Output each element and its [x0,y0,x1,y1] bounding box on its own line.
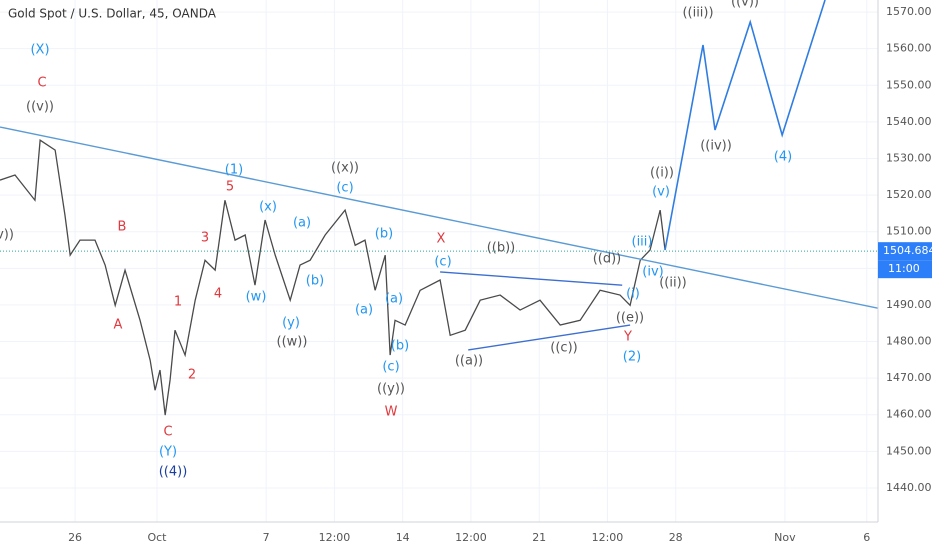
y-tick-label: 1460.00 [886,408,932,421]
x-tick-label: 28 [669,531,683,544]
wave-label: ((d)) [593,252,622,267]
wave-label: 4 [214,287,222,302]
wave-label: (X) [30,43,49,58]
wave-label: ((e)) [616,311,644,326]
wave-label: (2) [623,350,641,365]
price-label: 1504.684 [883,244,932,257]
y-tick-label: 1440.00 [886,481,932,494]
wave-label: (a) [293,216,311,231]
wave-label: C [37,76,46,91]
x-tick-label: 12:00 [455,531,487,544]
wave-label: (c) [382,360,399,375]
wave-label: (4) [774,150,792,165]
wave-label: B [118,220,127,235]
wave-label: (a) [385,292,403,307]
x-tick-label: 7 [263,531,270,544]
y-tick-label: 1550.00 [886,78,932,91]
x-tick-label: Oct [147,531,167,544]
x-tick-label: 21 [532,531,546,544]
x-tick-label: 26 [68,531,82,544]
wave-label: ((w)) [277,335,308,350]
series-line [0,126,878,309]
wave-label: W [385,405,398,420]
wave-label: (Y) [159,445,177,460]
countdown-label: 11:00 [888,262,920,275]
wave-label: (1) [225,163,243,178]
series-line [664,0,826,251]
wave-label: (i) [626,287,640,302]
wave-label: ((iv)) [700,139,732,154]
wave-label: ((b)) [487,241,516,256]
wave-label: ((v)) [731,0,759,10]
wave-label: (b) [391,339,409,354]
series-line [0,139,666,416]
wave-label: C [163,425,172,440]
wave-label: ((iii)) [682,6,713,21]
wave-label: (y) [282,316,300,331]
wave-label: ((a)) [455,354,483,369]
wave-label: ((y)) [377,382,405,397]
countdown-box [878,260,932,279]
x-tick-label: Nov [774,531,796,544]
wave-label: ((x)) [331,161,359,176]
wave-label: (w) [246,290,267,305]
y-tick-label: 1560.00 [886,42,932,55]
chart-title: Gold Spot / U.S. Dollar, 45, OANDA [8,7,217,21]
y-tick-label: 1540.00 [886,115,932,128]
y-tick-label: 1510.00 [886,225,932,238]
wave-label: 2 [188,368,196,383]
wave-label: Y [623,330,632,345]
wave-label: A [114,318,123,333]
wave-label: 3 [201,231,209,246]
wave-label: ((v)) [26,100,54,115]
y-tick-label: 1470.00 [886,371,932,384]
wave-label: (c) [434,255,451,270]
y-tick-label: 1450.00 [886,444,932,457]
wave-label: (b) [375,227,393,242]
y-tick-label: 1520.00 [886,188,932,201]
wave-label: (x) [259,200,277,215]
axes: 1440.00 1450.00 1460.00 1470.00 1480.00 1490.… [68,5,932,544]
wave-label: ((i)) [650,166,674,181]
wave-label: ((c)) [550,341,577,356]
wave-label: 1 [174,295,182,310]
y-tick-label: 1490.00 [886,298,932,311]
x-tick-label: 6 [863,531,870,544]
wave-label: X [437,232,446,247]
wave-label: 5 [226,180,234,195]
x-tick-label: 12:00 [592,531,624,544]
wave-label: (v) [652,185,670,200]
price-label-box [878,242,932,261]
series-line [440,271,623,286]
plot-area [0,0,878,416]
x-tick-label: 12:00 [319,531,351,544]
wave-label: (b) [306,274,324,289]
wave-label: (iv) [642,265,663,280]
series-line [468,324,631,351]
y-tick-label: 1480.00 [886,335,932,348]
wave-label: (c) [336,181,353,196]
wave-label: ((4)) [159,465,188,480]
grid [0,0,878,522]
x-tick-label: 14 [396,531,410,544]
wave-label: (iii) [632,235,653,250]
wave-label: v)) [0,228,14,243]
wave-label: ((ii)) [659,276,687,291]
y-tick-label: 1530.00 [886,152,932,165]
wave-label: (a) [355,303,373,318]
y-tick-label: 1570.00 [886,5,932,18]
